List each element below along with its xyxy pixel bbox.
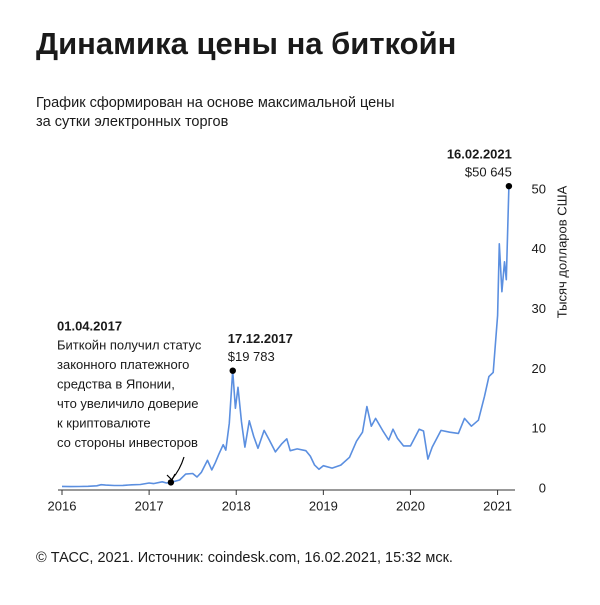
subtitle: за сутки электронных торгов <box>36 114 229 130</box>
y-tick-label: 40 <box>532 241 546 256</box>
y-tick-label: 30 <box>532 301 546 316</box>
x-tick-label: 2021 <box>483 498 512 513</box>
annotation-point <box>505 182 513 190</box>
x-tick-label: 2016 <box>48 498 77 513</box>
y-tick-label: 20 <box>532 361 546 376</box>
annotation-text: Биткойн получил статус <box>57 337 202 352</box>
annotation-label: $50 645 <box>465 165 512 180</box>
annotation-date: 01.04.2017 <box>57 318 122 333</box>
x-tick-label: 2017 <box>135 498 164 513</box>
source: © ТАСС, 2021. Источник: coindesk.com, 16… <box>36 550 453 566</box>
x-tick-label: 2018 <box>222 498 251 513</box>
annotation-text: средства в Японии, <box>57 376 175 391</box>
annotation-text: законного платежного <box>57 357 189 372</box>
annotation-text: со стороны инвесторов <box>57 435 198 450</box>
annotation-label: $19 783 <box>228 349 275 364</box>
y-tick-label: 10 <box>532 421 546 436</box>
y-tick-label: 50 <box>532 181 546 196</box>
annotation-text: к криптовалюте <box>57 415 151 430</box>
annotation-point <box>229 367 236 374</box>
annotation-text: что увеличило доверие <box>57 396 198 411</box>
annotation-date: 16.02.2021 <box>447 147 512 162</box>
price-line <box>61 186 510 488</box>
annotation-point <box>167 479 175 486</box>
y-tick-label: 0 <box>539 480 546 495</box>
chart-title: Динамика цены на биткойн <box>36 26 456 61</box>
x-tick-label: 2019 <box>309 498 338 513</box>
x-tick-label: 2020 <box>396 498 425 513</box>
y-axis-label: Тысяч долларов США <box>554 185 569 318</box>
subtitle: График сформирован на основе максимально… <box>36 95 395 111</box>
annotation-date: 17.12.2017 <box>228 331 293 346</box>
